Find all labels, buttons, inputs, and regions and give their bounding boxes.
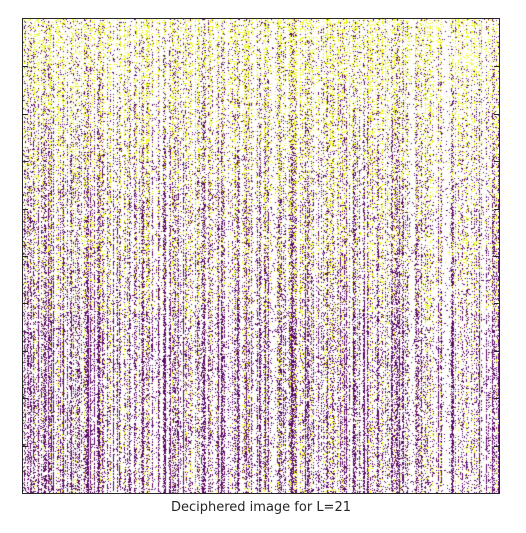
x-axis-label: Deciphered image for L=21 — [170, 500, 351, 515]
image-axes — [22, 18, 500, 494]
deciphered-image — [23, 19, 499, 493]
